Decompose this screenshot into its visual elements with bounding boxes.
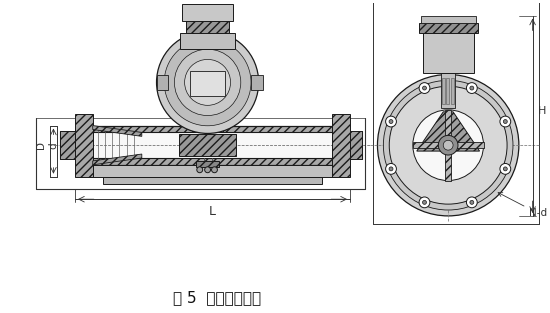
Polygon shape (413, 142, 448, 148)
Circle shape (422, 86, 426, 90)
Text: d: d (48, 142, 58, 149)
Circle shape (422, 200, 426, 204)
Circle shape (500, 163, 511, 174)
Circle shape (164, 39, 251, 126)
Bar (251, 74, 262, 90)
Polygon shape (448, 142, 483, 148)
Text: D: D (36, 141, 46, 149)
Circle shape (470, 200, 474, 204)
Bar (196, 161, 219, 167)
Circle shape (413, 110, 483, 181)
Bar (180, 33, 235, 49)
Circle shape (174, 49, 241, 115)
Circle shape (197, 167, 203, 173)
Circle shape (466, 197, 477, 208)
Bar (93, 158, 332, 165)
Bar (75, 114, 93, 177)
Text: 图 5  流量计外形图: 图 5 流量计外形图 (173, 290, 261, 305)
Bar (93, 126, 332, 132)
Circle shape (389, 86, 507, 204)
Circle shape (438, 136, 458, 155)
Bar (451, 79, 454, 104)
Bar (182, 4, 233, 22)
Bar (421, 16, 476, 23)
Circle shape (503, 120, 507, 124)
Circle shape (185, 59, 230, 105)
Bar (419, 23, 477, 33)
Circle shape (212, 167, 217, 173)
Circle shape (389, 120, 393, 124)
Circle shape (503, 167, 507, 171)
Polygon shape (417, 112, 480, 151)
Circle shape (386, 116, 397, 127)
Bar (102, 177, 322, 184)
Polygon shape (93, 154, 142, 165)
Circle shape (500, 116, 511, 127)
Circle shape (377, 74, 519, 216)
Bar (186, 22, 229, 33)
Circle shape (389, 167, 393, 171)
Circle shape (419, 197, 430, 208)
Polygon shape (445, 110, 451, 145)
Bar (60, 131, 75, 159)
Circle shape (386, 163, 397, 174)
Circle shape (383, 80, 513, 210)
Circle shape (157, 31, 258, 133)
Bar (190, 118, 225, 127)
Text: H: H (537, 106, 546, 116)
Bar (442, 79, 445, 104)
Bar (199, 99, 202, 126)
Bar (446, 79, 449, 104)
Circle shape (470, 86, 474, 90)
Circle shape (205, 167, 211, 173)
Bar (422, 33, 474, 73)
Polygon shape (93, 126, 142, 136)
Bar (350, 131, 362, 159)
Bar (209, 99, 212, 126)
Bar (214, 99, 217, 126)
Circle shape (443, 140, 453, 150)
Circle shape (466, 83, 477, 94)
Text: L: L (209, 205, 216, 218)
Bar (93, 132, 332, 158)
Bar (88, 165, 337, 177)
Bar (332, 114, 350, 177)
Bar (441, 73, 455, 108)
Bar (157, 74, 168, 90)
Bar (204, 99, 207, 126)
Bar (179, 134, 236, 156)
Bar (192, 125, 223, 132)
Circle shape (419, 83, 430, 94)
Text: N-d: N-d (498, 192, 547, 218)
Polygon shape (445, 145, 451, 181)
Bar (190, 70, 225, 96)
